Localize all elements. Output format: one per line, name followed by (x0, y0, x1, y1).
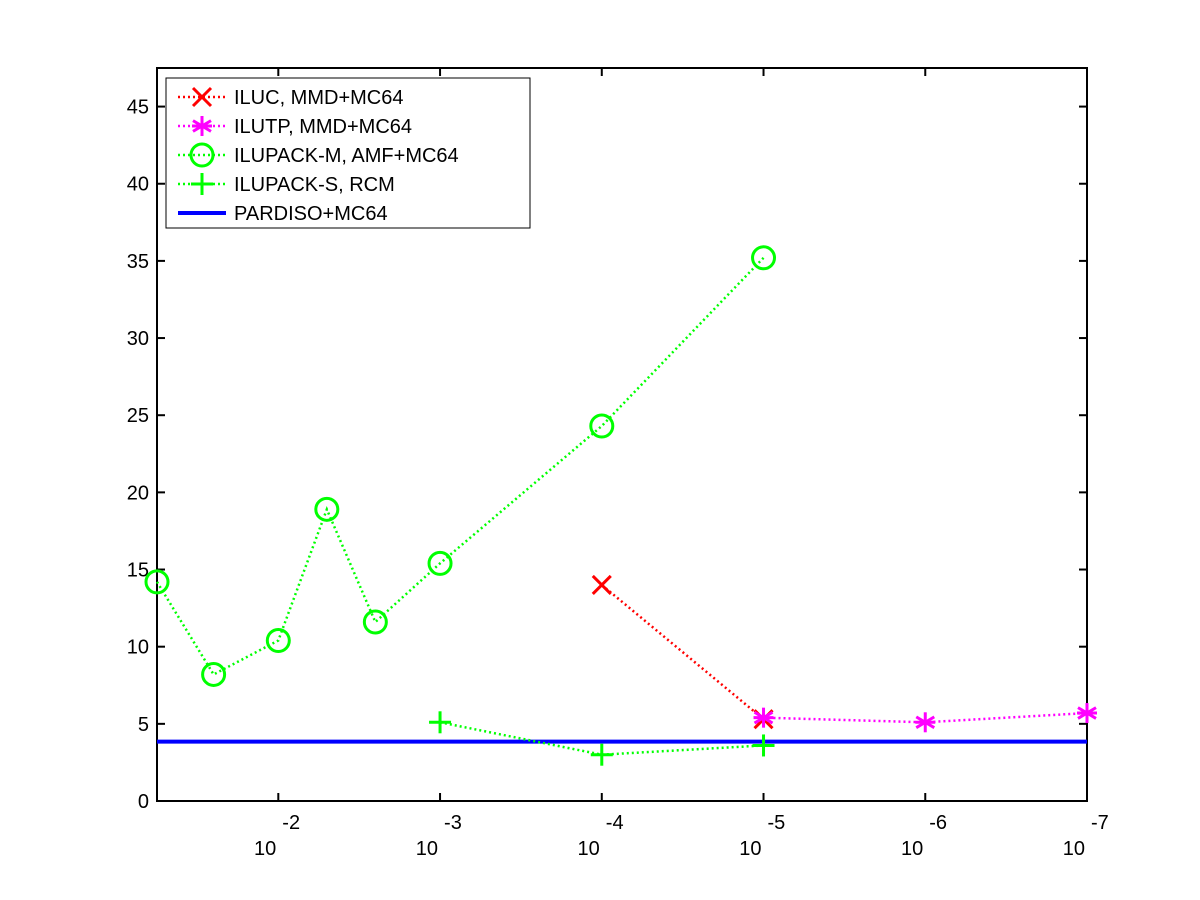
x-tick-label-base: 10 (1063, 838, 1085, 860)
y-tick-label: 5 (138, 714, 149, 736)
legend-label: ILUC, MMD+MC64 (234, 87, 403, 109)
y-tick-label: 0 (138, 791, 149, 813)
x-tick-label-base: 10 (254, 838, 276, 860)
series-2 (144, 245, 777, 687)
x-tick-label-power: -3 (444, 812, 462, 834)
legend-entry: ILUTP, MMD+MC64 (178, 116, 412, 138)
ticks-layer: 0 5 10 15 20 25 30 35 40 45 10 -2 10 -3 10 -4 10 -5 10 -6 10… (127, 68, 1109, 860)
x-tick-label-base: 10 (578, 838, 600, 860)
x-tick-label-power: -5 (768, 812, 786, 834)
series-3 (429, 711, 775, 766)
series-layer (144, 245, 1097, 766)
data-point (915, 712, 936, 733)
legend-label: ILUPACK-M, AMF+MC64 (234, 145, 459, 167)
x-tick-label-power: -2 (282, 812, 300, 834)
data-point (589, 413, 615, 439)
x-tick-label-base: 10 (901, 838, 923, 860)
y-tick-label: 15 (127, 560, 149, 582)
data-point (362, 609, 388, 635)
legend-entry: ILUPACK-M, AMF+MC64 (178, 142, 459, 168)
legend: ILUC, MMD+MC64 ILUTP, MMD+MC64 ILUPACK-M, … (165, 77, 531, 229)
legend-marker (189, 142, 215, 168)
data-point (751, 245, 777, 271)
y-tick-label: 10 (127, 637, 149, 659)
data-point (753, 707, 774, 728)
data-point (201, 661, 227, 687)
x-tick-label-power: -6 (929, 812, 947, 834)
data-point (591, 574, 612, 596)
x-tick-label-power: -7 (1091, 812, 1109, 834)
y-tick-label: 30 (127, 328, 149, 350)
data-point (429, 711, 452, 734)
x-tick-label-base: 10 (739, 838, 761, 860)
x-tick-label-base: 10 (416, 838, 438, 860)
data-point (1077, 703, 1097, 724)
legend-entry: ILUC, MMD+MC64 (178, 86, 403, 109)
legend-label: ILUTP, MMD+MC64 (234, 116, 412, 138)
data-point (590, 743, 613, 766)
legend-marker (192, 116, 212, 136)
data-point (314, 496, 340, 522)
legend-marker (191, 173, 213, 195)
y-tick-label: 25 (127, 405, 149, 427)
data-point (265, 628, 291, 654)
y-tick-label: 20 (127, 482, 149, 504)
legend-marker (191, 86, 213, 108)
series-line (600, 583, 765, 721)
data-point (144, 569, 170, 595)
legend-entry: PARDISO+MC64 (178, 203, 388, 225)
y-tick-label: 40 (127, 174, 149, 196)
legend-entry: ILUPACK-S, RCM (178, 173, 395, 196)
x-tick-label-power: -4 (606, 812, 624, 834)
y-tick-label: 45 (127, 97, 149, 119)
data-point (752, 734, 775, 757)
data-point (427, 550, 453, 576)
legend-label: PARDISO+MC64 (234, 203, 388, 225)
legend-box (165, 77, 531, 229)
series-1 (753, 703, 1097, 733)
legend-label: ILUPACK-S, RCM (234, 174, 395, 196)
y-tick-label: 35 (127, 251, 149, 273)
